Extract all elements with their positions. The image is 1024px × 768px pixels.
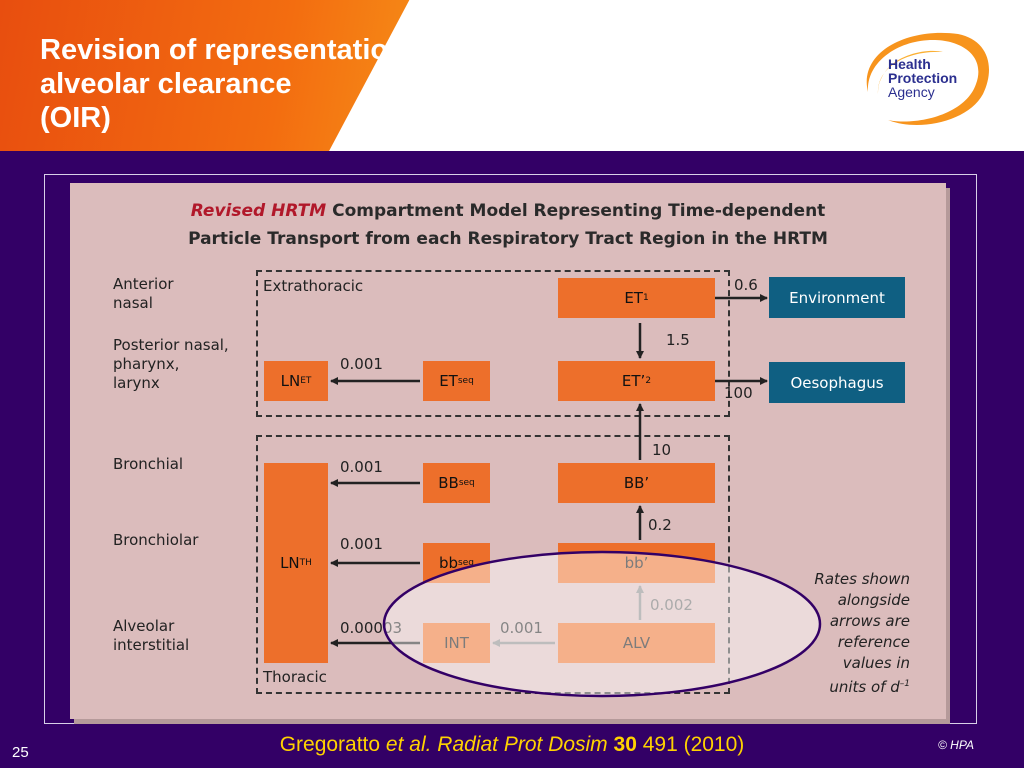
citation-journal: et al. Radiat Prot Dosim bbox=[385, 733, 614, 756]
note-line-1: Rates shown bbox=[814, 570, 910, 588]
rate-et1-et2: 1.5 bbox=[666, 331, 690, 349]
logo-line-3: Agency bbox=[888, 84, 935, 100]
figure-title-rest: Compartment Model Representing Time-depe… bbox=[332, 201, 826, 221]
compartment-lnet: LN ET bbox=[264, 361, 328, 401]
slide-title: Revision of representation of alveolar c… bbox=[40, 33, 441, 135]
slide-title-line-3: (OIR) bbox=[40, 102, 111, 134]
lnet-label: LN bbox=[280, 372, 301, 390]
citation-author: Gregoratto bbox=[279, 733, 386, 756]
label-posterior-nasal: Posterior nasal, pharynx, larynx bbox=[113, 336, 229, 393]
citation: Gregoratto et al. Radiat Prot Dosim 30 4… bbox=[0, 733, 1024, 757]
label-posterior-nasal-line-3: larynx bbox=[113, 374, 160, 392]
label-bronchiolar: Bronchiolar bbox=[113, 531, 199, 549]
extrathoracic-label: Extrathoracic bbox=[263, 277, 364, 295]
rate-int-lnth: 0.00003 bbox=[340, 619, 403, 637]
slide-title-line-2: alveolar clearance bbox=[40, 68, 292, 100]
note-units-exponent: –1 bbox=[899, 679, 910, 689]
et2-label: ET’ bbox=[621, 372, 646, 390]
hrtm-figure: Revised HRTM Compartment Model Represent… bbox=[70, 183, 946, 719]
rates-note: Rates shown alongside arrows are referen… bbox=[776, 569, 910, 698]
etseq-label: ET bbox=[439, 372, 458, 390]
lnet-sub: ET bbox=[300, 376, 312, 386]
copyright: © HPA bbox=[938, 738, 974, 752]
label-posterior-nasal-line-2: pharynx, bbox=[113, 355, 180, 373]
label-anterior-nasal-line-2: nasal bbox=[113, 294, 153, 312]
slide-title-line-1: Revision of representation of bbox=[40, 34, 442, 66]
bbseq-sub: seq bbox=[458, 478, 475, 488]
et1-sub: 1 bbox=[642, 293, 649, 303]
et1-label: ET bbox=[624, 289, 643, 307]
citation-pages-year: 491 (2010) bbox=[636, 733, 745, 756]
rate-alv-int: 0.001 bbox=[500, 619, 543, 637]
note-line-4: reference bbox=[837, 633, 910, 651]
compartment-environment: Environment bbox=[769, 277, 905, 318]
rate-alv-bbsmall: 0.002 bbox=[650, 596, 693, 614]
label-anterior-nasal: Anterior nasal bbox=[113, 275, 174, 313]
note-units: units of d bbox=[829, 678, 900, 696]
rate-bb-et2: 10 bbox=[652, 441, 672, 459]
compartment-etseq: ET seq bbox=[423, 361, 490, 401]
label-alveolar-interstitial: Alveolar interstitial bbox=[113, 617, 189, 655]
lnth-label: LN bbox=[280, 554, 300, 572]
compartment-et1: ET 1 bbox=[558, 278, 715, 318]
figure-title-line-2: Particle Transport from each Respiratory… bbox=[188, 229, 828, 249]
hpa-logo-text: Health Protection Agency bbox=[888, 57, 957, 99]
etseq-sub: seq bbox=[457, 376, 474, 386]
et2-sub: 2 bbox=[645, 376, 652, 386]
rate-et1-environment: 0.6 bbox=[734, 276, 758, 294]
label-alveolar-line-2: interstitial bbox=[113, 636, 190, 654]
rate-bbsmall-bb: 0.2 bbox=[648, 516, 672, 534]
note-line-6: units of d–1 bbox=[776, 674, 910, 698]
compartment-et2: ET’ 2 bbox=[558, 361, 715, 401]
rate-bbseq-lnth: 0.001 bbox=[340, 458, 383, 476]
page-number: 25 bbox=[12, 744, 29, 761]
citation-volume: 30 bbox=[613, 733, 637, 756]
figure-frame bbox=[44, 174, 977, 724]
extrathoracic-region bbox=[256, 270, 730, 417]
rate-bbsmallseq-lnth: 0.001 bbox=[340, 535, 383, 553]
header-banner bbox=[0, 0, 1024, 151]
thoracic-label: Thoracic bbox=[263, 668, 327, 686]
logo-line-2: Protection bbox=[888, 70, 958, 86]
bbseq-label: BB bbox=[438, 474, 459, 492]
note-line-3: arrows are bbox=[829, 612, 910, 630]
compartment-bbseq: BB seq bbox=[423, 463, 490, 503]
label-posterior-nasal-line-1: Posterior nasal, bbox=[113, 336, 229, 354]
figure-title-line-1: Revised HRTM Compartment Model Represent… bbox=[70, 201, 946, 221]
compartment-lnth: LN TH bbox=[264, 463, 328, 663]
logo-line-1: Health bbox=[888, 56, 931, 72]
rate-et2-oesophagus: 100 bbox=[724, 384, 753, 402]
compartment-oesophagus: Oesophagus bbox=[769, 362, 905, 403]
label-bronchial: Bronchial bbox=[113, 455, 184, 473]
compartment-bb-prime: BB’ bbox=[558, 463, 715, 503]
rate-etseq-lnet: 0.001 bbox=[340, 355, 383, 373]
note-line-5: values in bbox=[842, 654, 910, 672]
figure-title-highlight: Revised HRTM bbox=[190, 201, 327, 221]
label-alveolar-line-1: Alveolar bbox=[113, 617, 175, 635]
label-anterior-nasal-line-1: Anterior bbox=[113, 275, 174, 293]
note-line-2: alongside bbox=[837, 591, 910, 609]
lnth-sub: TH bbox=[299, 558, 312, 568]
